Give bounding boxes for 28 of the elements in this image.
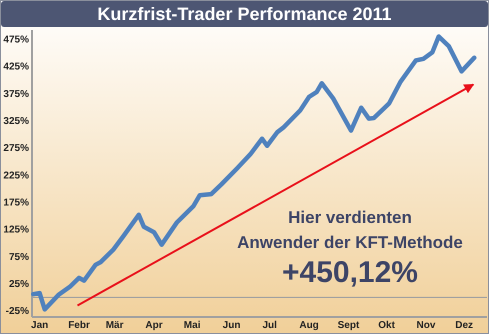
y-tick-label: 25% [8, 279, 30, 290]
y-tick-label: 75% [8, 252, 30, 263]
y-tick-label: 375% [3, 88, 30, 100]
y-tick-label: 275% [3, 143, 30, 154]
x-tick-label: Aug [299, 320, 319, 332]
y-tick-label: 225% [3, 170, 30, 182]
x-tick-label: Sept [338, 320, 360, 332]
x-tick-label: Jun [222, 320, 240, 332]
x-tick-label: Jan [31, 320, 48, 332]
x-tick-label: Mai [184, 320, 201, 332]
x-tick-label: Mär [106, 320, 124, 332]
y-tick-label: -25% [6, 306, 30, 318]
annotation: Anwender der KFT-Methode [237, 233, 463, 252]
x-tick-label: Dez [455, 320, 474, 332]
x-tick-label: Okt [378, 320, 396, 332]
y-tick-label: 325% [3, 116, 30, 127]
chart-title: Kurzfrist-Trader Performance 2011 [97, 4, 392, 24]
x-tick-label: Febr [68, 320, 90, 332]
x-tick-label: Jul [262, 320, 278, 332]
x-tick-label: Nov [416, 320, 436, 332]
line-series [31, 34, 477, 312]
y-tick-label: 175% [3, 198, 30, 209]
y-tick-label: 425% [3, 62, 30, 73]
y-tick-label: 125% [3, 224, 30, 236]
annotation: Hier verdienten [288, 208, 412, 227]
x-tick-label: Apr [145, 320, 163, 332]
y-tick-label: 475% [3, 34, 30, 46]
annotation: +450,12% [282, 256, 418, 289]
